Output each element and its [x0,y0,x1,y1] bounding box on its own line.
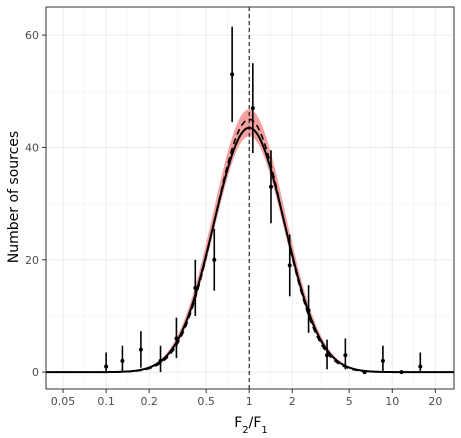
y-tick-label: 20 [25,254,39,267]
data-point [306,308,311,313]
panel-border [45,6,455,390]
y-axis-ticks: 0 20 40 60 [25,29,46,379]
x-tick-label: 1 [246,395,253,408]
x-tick-label: 0.05 [51,395,76,408]
y-axis-title: Number of sources [6,131,22,263]
data-point [104,364,109,369]
x-tick-label: 20 [428,395,442,408]
data-point [287,263,292,268]
data-point [380,358,385,363]
data-point [362,370,367,375]
y-tick-label: 0 [32,366,39,379]
x-tick-label: 0.2 [140,395,158,408]
data-point [193,285,198,290]
model-curve-dashed [46,118,454,373]
y-tick-label: 40 [25,141,39,154]
data-point [418,364,423,369]
x-axis-title: F2/F1 [234,415,268,436]
data-point [343,353,348,358]
x-tick-label: 2 [289,395,296,408]
data-point [138,347,143,352]
data-point [250,106,255,111]
grid-minor [46,7,454,389]
data-points [104,26,423,375]
data-point [268,184,273,189]
data-point [120,358,125,363]
x-tick-label: 0.1 [97,395,115,408]
x-axis-ticks: 0.05 0.1 0.2 0.5 1 2 5 10 20 [51,389,442,408]
data-point [325,353,330,358]
data-point [174,336,179,341]
x-tick-label: 10 [385,395,399,408]
x-tick-label: 0.5 [197,395,215,408]
data-point [212,257,217,262]
data-point [399,370,404,375]
y-tick-label: 60 [25,29,39,42]
data-point [230,72,235,77]
model-curves [46,118,454,374]
data-point [158,358,163,363]
x-tick-label: 5 [346,395,353,408]
